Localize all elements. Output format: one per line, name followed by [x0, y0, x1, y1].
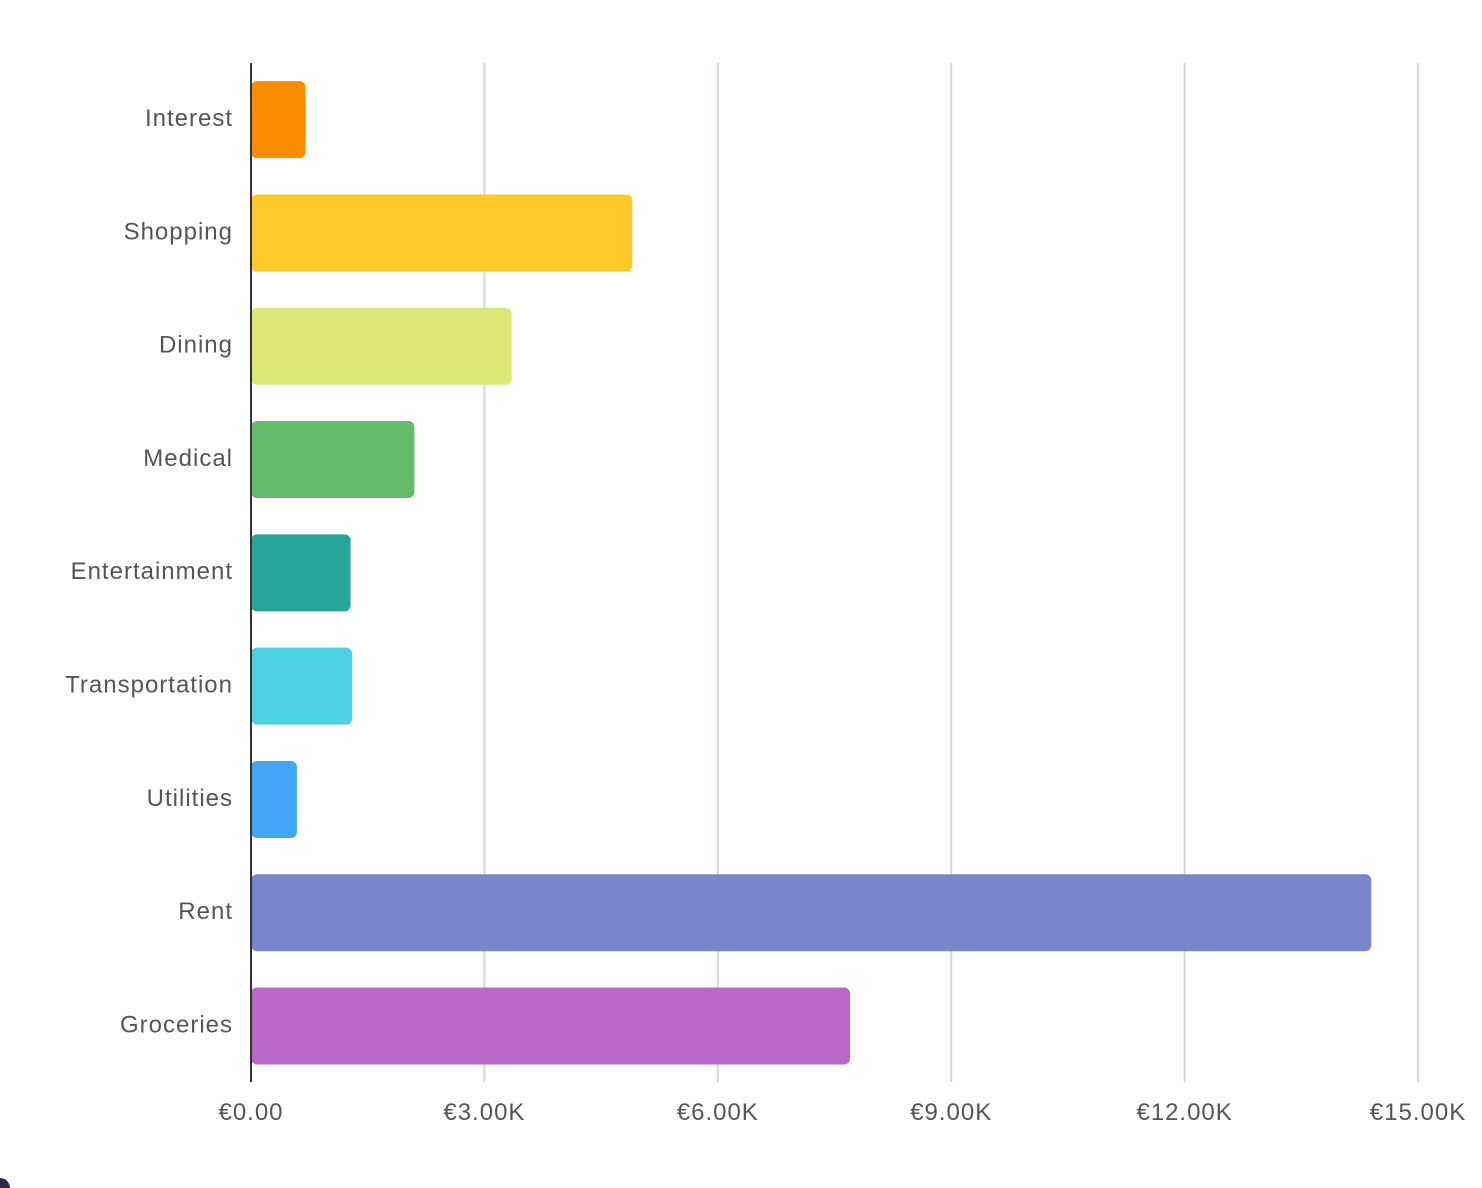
bar-groceries[interactable]	[251, 987, 851, 1065]
category-labels: Interest Shopping Dining Medical Entertainme…	[65, 105, 233, 1038]
x-tick-labels: €0.00 €3.00K €6.00K €9.00K €12.00K €15.00K	[218, 1099, 1466, 1126]
bar-dining[interactable]	[251, 307, 512, 385]
bar-rent[interactable]	[251, 874, 1372, 952]
x-tick-label-2: €6.00K	[677, 1099, 759, 1126]
bar-shopping[interactable]	[251, 194, 633, 272]
corner-decoration	[0, 1178, 10, 1188]
x-tick-label-4: €12.00K	[1136, 1099, 1232, 1126]
category-label-rent: Rent	[178, 898, 233, 925]
bar-interest[interactable]	[251, 81, 306, 159]
bar-transportation[interactable]	[251, 647, 353, 725]
category-label-groceries: Groceries	[120, 1011, 233, 1038]
category-label-transportation: Transportation	[65, 671, 233, 698]
bar-medical[interactable]	[251, 421, 415, 499]
category-label-entertainment: Entertainment	[71, 558, 233, 585]
bar-utilities[interactable]	[251, 760, 297, 838]
x-tick-label-5: €15.00K	[1370, 1099, 1466, 1126]
category-label-utilities: Utilities	[147, 785, 233, 812]
category-label-shopping: Shopping	[124, 218, 233, 245]
x-tick-label-0: €0.00	[218, 1099, 283, 1126]
category-label-dining: Dining	[159, 332, 233, 359]
bar-layer	[251, 81, 1372, 1065]
bar-entertainment[interactable]	[251, 534, 351, 612]
category-label-interest: Interest	[145, 105, 233, 132]
x-tick-label-1: €3.00K	[443, 1099, 525, 1126]
x-tick-label-3: €9.00K	[910, 1099, 992, 1126]
category-label-medical: Medical	[143, 445, 233, 472]
